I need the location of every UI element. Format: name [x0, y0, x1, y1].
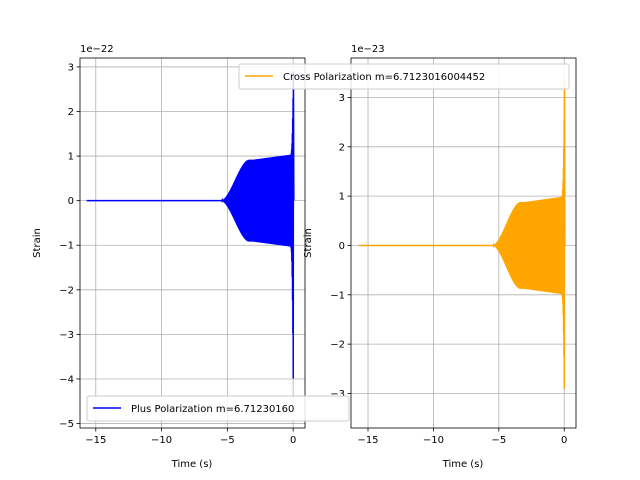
y-tick-label-left-0: −5 [59, 419, 74, 430]
legend-plus-label: Plus Polarization m=6.71230160 [131, 404, 294, 415]
y-tick-label-right-1: −2 [330, 340, 345, 351]
y-tick-label-right-0: −3 [330, 389, 345, 400]
cross-polarization-line [358, 82, 566, 389]
legend-plus-box [86, 395, 350, 422]
y-tick-label-left-4: −1 [59, 241, 74, 252]
x-tick-label-left-0: −15 [85, 435, 106, 446]
y-tick-label-left-2: −3 [59, 330, 74, 341]
y-tick-label-left-5: 0 [68, 196, 74, 207]
offset-text-right: 1e−23 [351, 44, 385, 55]
legend-cross: Cross Polarization m=6.7123016004452 [238, 63, 570, 90]
y-tick-label-right-5: 2 [339, 142, 345, 153]
legend-cross-box [238, 63, 570, 90]
y-tick-label-right-4: 1 [339, 192, 345, 203]
legend-cross-label: Cross Polarization m=6.7123016004452 [283, 72, 485, 83]
axes-frame-right [350, 57, 577, 429]
x-tick-label-left-3: 0 [290, 435, 296, 446]
y-tick-label-left-8: 3 [68, 62, 74, 73]
y-tick-label-left-1: −4 [59, 374, 74, 385]
offset-text-left: 1e−22 [80, 44, 114, 55]
x-tick-label-left-2: −5 [220, 435, 235, 446]
x-tick-label-right-0: −15 [357, 435, 378, 446]
x-tick-label-left-1: −10 [151, 435, 172, 446]
y-tick-label-right-2: −1 [330, 290, 345, 301]
legend-plus: Plus Polarization m=6.71230160 [86, 395, 350, 422]
y-tick-label-left-6: 1 [68, 152, 74, 163]
axes-frame-left [79, 57, 306, 429]
x-tick-label-right-2: −5 [491, 435, 506, 446]
x-tick-label-right-1: −10 [423, 435, 444, 446]
y-tick-label-right-6: 3 [339, 93, 345, 104]
y-tick-label-right-3: 0 [339, 241, 345, 252]
y-axis-label-left: Strain [32, 228, 43, 258]
x-axis-label-left: Time (s) [171, 459, 213, 470]
y-tick-label-left-7: 2 [68, 107, 74, 118]
y-tick-label-left-3: −2 [59, 285, 74, 296]
plus-polarization-line [86, 71, 295, 379]
y-axis-label-right: Strain [303, 228, 314, 258]
x-tick-label-right-3: 0 [561, 435, 567, 446]
x-axis-label-right: Time (s) [442, 459, 484, 470]
